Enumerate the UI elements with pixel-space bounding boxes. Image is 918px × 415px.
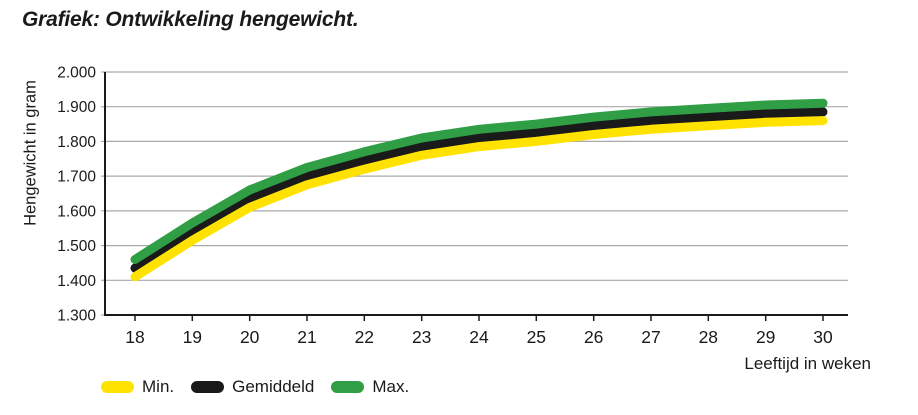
legend-item-min: Min. bbox=[101, 377, 174, 397]
y-tick-label: 1.800 bbox=[57, 134, 96, 151]
x-tick-label: 18 bbox=[125, 327, 144, 347]
chart-legend: Min. Gemiddeld Max. bbox=[101, 377, 426, 397]
series-line-max bbox=[130, 98, 828, 264]
x-tick-label: 24 bbox=[469, 327, 489, 347]
x-tick-label: 26 bbox=[584, 327, 603, 347]
legend-label-max: Max. bbox=[372, 377, 410, 396]
y-tick-label: 1.600 bbox=[57, 203, 96, 220]
series-line-gemiddeld bbox=[130, 107, 828, 273]
x-tick-label: 25 bbox=[527, 327, 546, 347]
y-tick-label: 1.700 bbox=[57, 169, 96, 186]
x-tick-label: 28 bbox=[699, 327, 718, 347]
x-tick-label: 20 bbox=[240, 327, 260, 347]
legend-item-max: Max. bbox=[331, 377, 409, 397]
chart-title: Grafiek: Ontwikkeling hengewicht. bbox=[22, 8, 359, 31]
x-tick-label: 22 bbox=[355, 327, 374, 347]
x-tick-label: 29 bbox=[756, 327, 775, 347]
x-tick-label: 19 bbox=[183, 327, 202, 347]
x-tick-label: 21 bbox=[297, 327, 316, 347]
x-axis-title: Leeftijd in weken bbox=[744, 354, 871, 373]
series-line-min bbox=[130, 116, 828, 282]
y-tick-label: 1.300 bbox=[57, 308, 96, 325]
legend-swatch-gemiddeld-icon bbox=[191, 381, 225, 393]
x-tick-label: 23 bbox=[412, 327, 431, 347]
y-tick-label: 1.900 bbox=[57, 99, 96, 116]
y-tick-label: 1.400 bbox=[57, 273, 96, 290]
x-tick-label: 27 bbox=[641, 327, 660, 347]
legend-label-min: Min. bbox=[142, 377, 175, 396]
y-axis-title: Hengewicht in gram bbox=[21, 80, 40, 226]
legend-label-gemiddeld: Gemiddeld bbox=[232, 377, 315, 396]
x-tick-label: 30 bbox=[813, 327, 833, 347]
legend-swatch-min-icon bbox=[101, 381, 134, 393]
y-tick-label: 2.000 bbox=[57, 65, 96, 82]
legend-item-gemiddeld: Gemiddeld bbox=[191, 377, 314, 397]
legend-swatch-max-icon bbox=[331, 381, 365, 393]
y-tick-label: 1.500 bbox=[57, 238, 96, 255]
